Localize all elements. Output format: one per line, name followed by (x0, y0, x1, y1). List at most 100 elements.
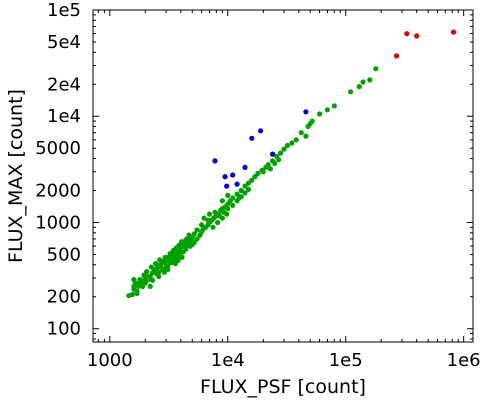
data-point-0-153 (147, 283, 153, 289)
data-point-1-2 (224, 183, 230, 189)
data-point-0-152 (131, 283, 137, 289)
data-point-0-108 (215, 219, 221, 226)
data-point-0-102 (242, 190, 248, 196)
data-point-0-92 (249, 177, 255, 183)
data-point-0-98 (225, 206, 231, 212)
y-axis-title: FLUX_MAX [count] (5, 89, 27, 263)
data-point-0-143 (184, 243, 190, 249)
data-point-0-121 (267, 166, 273, 172)
data-point-0-137 (360, 79, 366, 85)
ticks-layer (93, 9, 473, 342)
data-point-0-61 (142, 280, 148, 286)
data-point-0-158 (175, 257, 181, 263)
y-tick-label-2: 500 (47, 244, 81, 265)
data-point-0-150 (145, 273, 151, 280)
data-point-1-3 (230, 172, 236, 178)
data-point-0-138 (373, 66, 379, 72)
x-tick-label-1: 1e4 (211, 350, 245, 371)
y-tick-label-8: 5e4 (47, 32, 81, 53)
plot-frame (92, 9, 474, 343)
data-point-0-135 (348, 89, 354, 95)
data-point-0-118 (277, 150, 284, 156)
data-point-0-93 (201, 215, 207, 221)
y-tick-label-7: 2e4 (47, 74, 81, 95)
data-point-0-107 (210, 224, 216, 230)
data-point-0-19 (153, 261, 159, 267)
data-point-0-60 (134, 290, 140, 296)
data-point-0-1 (129, 291, 135, 298)
y-tick-label-5: 5000 (35, 138, 81, 159)
data-point-0-103 (245, 186, 252, 192)
data-point-2-3 (450, 29, 457, 35)
data-point-0-159 (179, 254, 185, 260)
data-point-1-6 (249, 135, 255, 141)
data-point-0-6 (131, 277, 137, 283)
data-point-0-71 (194, 236, 200, 242)
data-point-1-4 (234, 181, 240, 187)
data-point-1-9 (303, 109, 309, 115)
data-point-2-0 (394, 53, 400, 59)
data-point-0-122 (272, 160, 278, 166)
data-point-1-8 (270, 151, 276, 157)
data-point-0-127 (298, 130, 304, 136)
data-point-0-26 (162, 254, 168, 260)
y-tick-label-6: 1e4 (47, 106, 81, 127)
data-point-0-87 (230, 195, 236, 201)
data-point-0-147 (166, 258, 172, 264)
data-point-0-151 (137, 277, 143, 283)
data-point-0-50 (191, 231, 197, 237)
data-point-0-22 (157, 257, 163, 263)
data-point-0-144 (187, 237, 193, 243)
data-point-0-112 (255, 170, 261, 176)
y-tick-label-4: 2000 (35, 181, 81, 202)
data-point-0-62 (149, 277, 156, 283)
y-tick-labels: 100 200 500 1000 2000 5000 1e4 2e4 5e4 1e5 (35, 0, 81, 340)
data-point-0-126 (293, 137, 299, 143)
data-point-0-90 (242, 183, 248, 189)
data-point-1-5 (242, 164, 248, 170)
data-point-0-49 (186, 232, 192, 238)
data-point-0-110 (224, 211, 230, 217)
x-tick-label-3: 1e6 (447, 350, 481, 371)
data-point-0-104 (194, 227, 200, 233)
data-point-0-124 (284, 142, 290, 149)
data-point-0-89 (238, 187, 244, 194)
data-point-0-134 (331, 103, 337, 109)
x-tick-labels: 1000 1e4 1e5 1e6 (87, 350, 481, 371)
y-tick-label-1: 200 (47, 287, 81, 308)
data-point-0-145 (189, 241, 195, 248)
data-point-0-63 (156, 269, 162, 275)
data-point-0-119 (281, 146, 287, 152)
data-point-0-131 (307, 121, 313, 127)
data-point-0-154 (156, 273, 162, 280)
x-tick-label-0: 1000 (87, 350, 133, 371)
data-point-0-125 (289, 140, 295, 146)
data-point-0-109 (219, 215, 225, 221)
data-point-0-105 (199, 222, 205, 228)
data-point-1-7 (258, 128, 264, 134)
data-point-0-142 (236, 195, 242, 201)
data-point-0-16 (148, 264, 154, 270)
data-point-0-106 (205, 217, 211, 223)
data-point-0-115 (265, 162, 271, 168)
points-layer (126, 29, 457, 299)
y-tick-label-3: 1000 (35, 212, 81, 233)
x-tick-label-2: 1e5 (329, 350, 363, 371)
data-point-1-0 (212, 158, 218, 164)
data-point-0-88 (234, 191, 240, 197)
data-point-0-149 (152, 268, 158, 274)
data-point-0-139 (367, 77, 373, 83)
data-point-0-141 (225, 192, 231, 198)
y-tick-label-9: 1e5 (47, 0, 81, 21)
data-point-0-123 (276, 157, 282, 163)
data-point-0-140 (219, 198, 225, 204)
y-tick-label-0: 100 (47, 319, 81, 340)
data-point-0-13 (144, 269, 150, 275)
data-point-1-1 (222, 174, 228, 180)
data-point-0-156 (165, 267, 171, 273)
data-point-0-130 (303, 133, 309, 139)
x-axis-title: FLUX_PSF [count] (200, 376, 366, 398)
data-point-0-120 (260, 169, 266, 175)
data-point-0-148 (158, 264, 164, 270)
